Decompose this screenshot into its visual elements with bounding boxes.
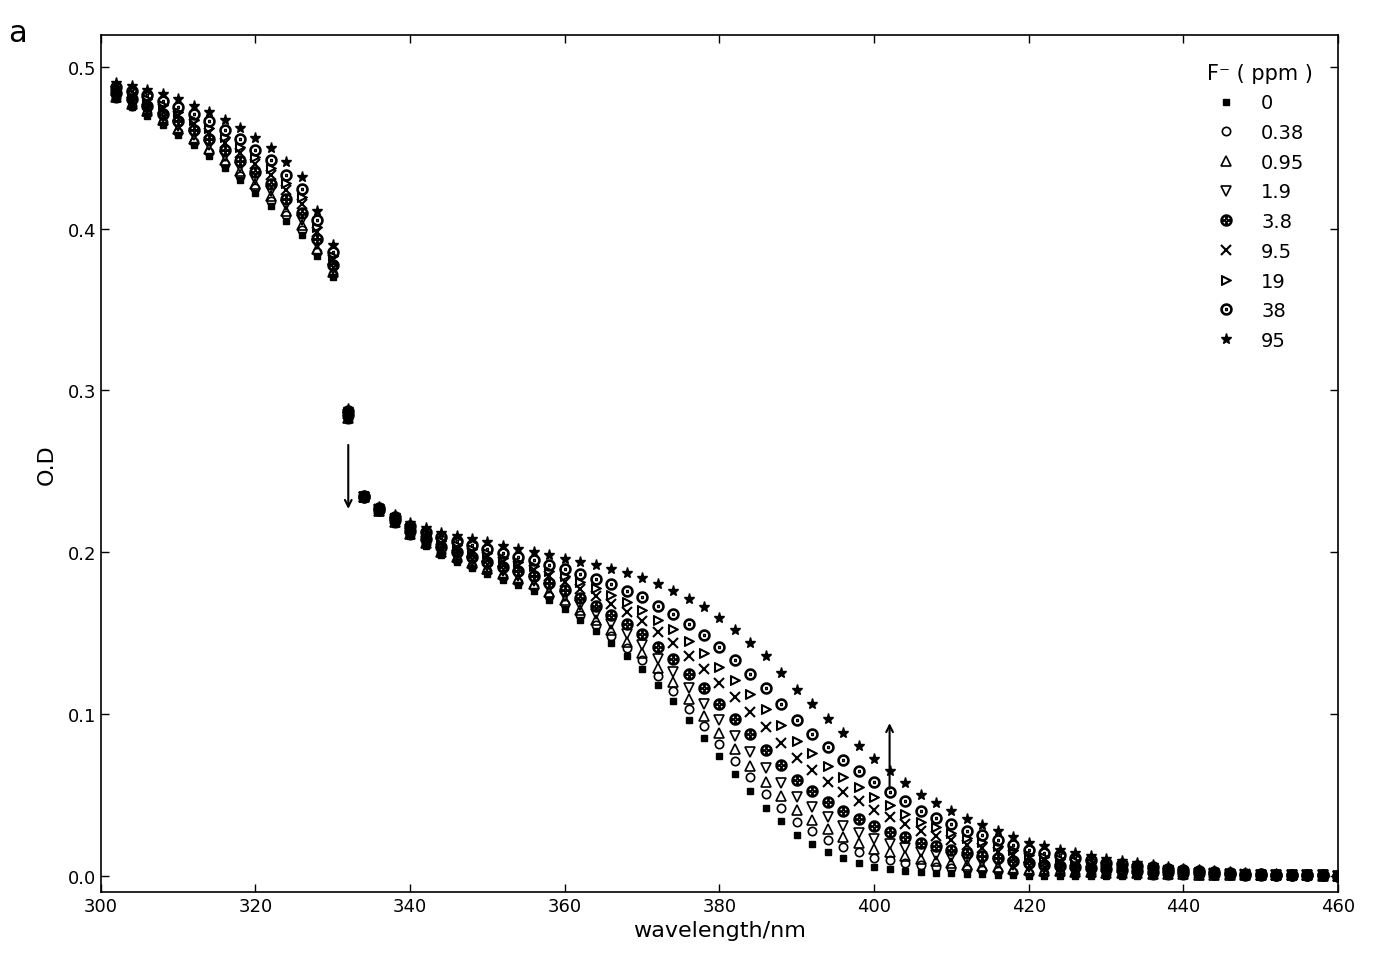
Legend: 0, 0.38, 0.95, 1.9, 3.8, 9.5, 19, 38, 95: 0, 0.38, 0.95, 1.9, 3.8, 9.5, 19, 38, 95: [1197, 54, 1322, 360]
Text: a: a: [8, 18, 26, 47]
Y-axis label: O.D: O.D: [36, 443, 56, 484]
X-axis label: wavelength/nm: wavelength/nm: [633, 921, 806, 940]
